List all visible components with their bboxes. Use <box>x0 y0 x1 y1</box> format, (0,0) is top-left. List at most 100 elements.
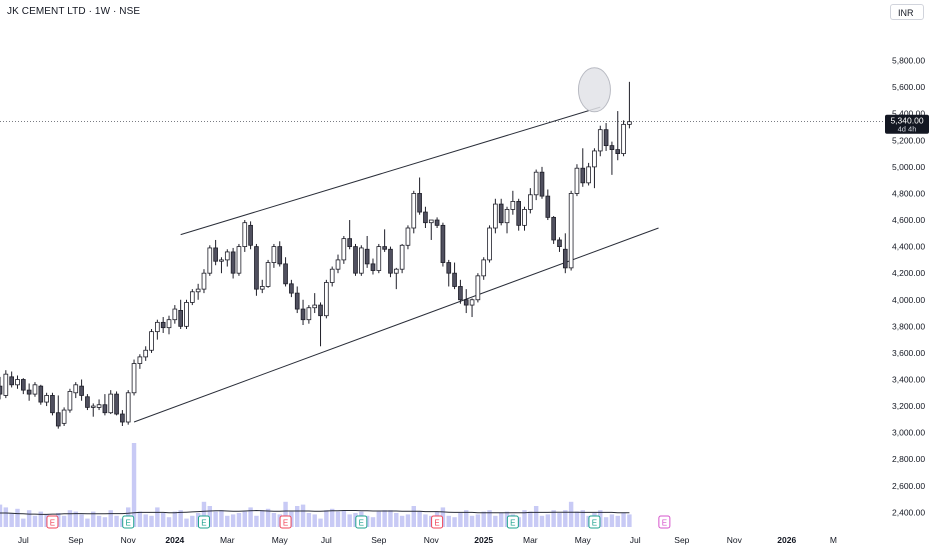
candle[interactable] <box>143 346 149 361</box>
candle[interactable] <box>15 375 20 389</box>
candle[interactable] <box>178 299 183 329</box>
earnings-marker[interactable]: E <box>658 515 671 529</box>
candle[interactable] <box>627 81 632 129</box>
candle[interactable] <box>213 239 218 266</box>
candle[interactable] <box>586 162 591 186</box>
candle[interactable] <box>446 259 452 287</box>
candle[interactable] <box>102 394 108 416</box>
earnings-marker[interactable]: E <box>431 515 444 529</box>
candle[interactable] <box>545 189 551 221</box>
candle[interactable] <box>3 370 9 399</box>
candle[interactable] <box>411 190 417 234</box>
candle[interactable] <box>248 221 253 250</box>
candle[interactable] <box>259 279 265 294</box>
candle[interactable] <box>73 382 79 399</box>
candle[interactable] <box>481 257 487 280</box>
candle[interactable] <box>9 371 14 388</box>
candle[interactable] <box>0 376 3 400</box>
candle[interactable] <box>96 399 102 411</box>
candle[interactable] <box>277 241 283 267</box>
candle[interactable] <box>195 283 201 300</box>
candle[interactable] <box>498 198 504 226</box>
candle[interactable] <box>265 259 271 288</box>
candle[interactable] <box>463 289 469 314</box>
candle[interactable] <box>609 141 615 175</box>
candle[interactable] <box>201 269 207 294</box>
candle[interactable] <box>85 394 90 411</box>
candle[interactable] <box>341 235 347 264</box>
candle[interactable] <box>469 298 475 318</box>
highlight-circle[interactable] <box>577 67 611 113</box>
candle[interactable] <box>254 243 259 296</box>
candle[interactable] <box>393 267 399 290</box>
candle[interactable] <box>621 120 626 157</box>
candle[interactable] <box>114 391 119 416</box>
candle[interactable] <box>189 289 195 306</box>
candle[interactable] <box>539 166 545 199</box>
candle[interactable] <box>603 123 609 151</box>
candle[interactable] <box>335 254 341 274</box>
candle[interactable] <box>32 382 38 397</box>
earnings-marker[interactable]: E <box>122 515 135 529</box>
candle[interactable] <box>318 302 323 347</box>
candle[interactable] <box>528 188 533 214</box>
candle[interactable] <box>219 257 224 274</box>
candle[interactable] <box>271 243 277 268</box>
candle[interactable] <box>294 286 300 314</box>
earnings-marker[interactable]: E <box>588 515 601 529</box>
candle[interactable] <box>79 379 84 401</box>
candle[interactable] <box>125 390 131 425</box>
candle[interactable] <box>312 293 318 314</box>
candle[interactable] <box>131 359 137 396</box>
candle[interactable] <box>557 237 562 252</box>
candle[interactable] <box>283 257 288 287</box>
candle[interactable] <box>172 305 178 324</box>
candle[interactable] <box>306 305 312 324</box>
earnings-marker[interactable]: E <box>46 515 59 529</box>
candle[interactable] <box>149 328 154 353</box>
candle[interactable] <box>516 198 521 231</box>
candle[interactable] <box>510 190 516 215</box>
candle[interactable] <box>242 220 248 252</box>
candle[interactable] <box>289 279 294 298</box>
earnings-marker[interactable]: E <box>197 515 210 529</box>
candle[interactable] <box>423 206 428 229</box>
candle[interactable] <box>353 243 358 276</box>
candle[interactable] <box>55 395 61 429</box>
candle[interactable] <box>533 169 539 201</box>
candle[interactable] <box>50 392 55 416</box>
candle[interactable] <box>417 177 422 215</box>
upper-channel-line[interactable] <box>180 106 601 236</box>
lower-channel-line[interactable] <box>133 227 659 423</box>
candle[interactable] <box>224 249 230 267</box>
candle[interactable] <box>452 262 457 290</box>
candle[interactable] <box>376 243 382 274</box>
candle[interactable] <box>236 243 242 276</box>
candle[interactable] <box>67 388 73 413</box>
earnings-marker[interactable]: E <box>279 515 292 529</box>
candle[interactable] <box>120 410 125 426</box>
earnings-marker[interactable]: E <box>506 515 519 529</box>
candle[interactable] <box>44 392 49 407</box>
candle[interactable] <box>300 299 306 326</box>
symbol-title[interactable]: JK CEMENT LTD · 1W · NSE <box>7 6 141 17</box>
candle[interactable] <box>615 111 621 161</box>
candle[interactable] <box>207 245 213 276</box>
candle[interactable] <box>434 217 440 229</box>
candle[interactable] <box>26 383 32 401</box>
candle[interactable] <box>504 206 510 234</box>
candle[interactable] <box>475 273 481 303</box>
candle[interactable] <box>324 279 329 319</box>
candle[interactable] <box>329 266 335 287</box>
candle[interactable] <box>38 384 44 405</box>
candle[interactable] <box>160 317 166 333</box>
candle[interactable] <box>458 279 463 304</box>
candle[interactable] <box>399 243 405 274</box>
candle[interactable] <box>370 258 376 275</box>
candle[interactable] <box>382 229 387 252</box>
candle[interactable] <box>487 225 492 263</box>
candle[interactable] <box>155 319 160 340</box>
candle[interactable] <box>184 299 189 329</box>
candle[interactable] <box>347 220 352 250</box>
